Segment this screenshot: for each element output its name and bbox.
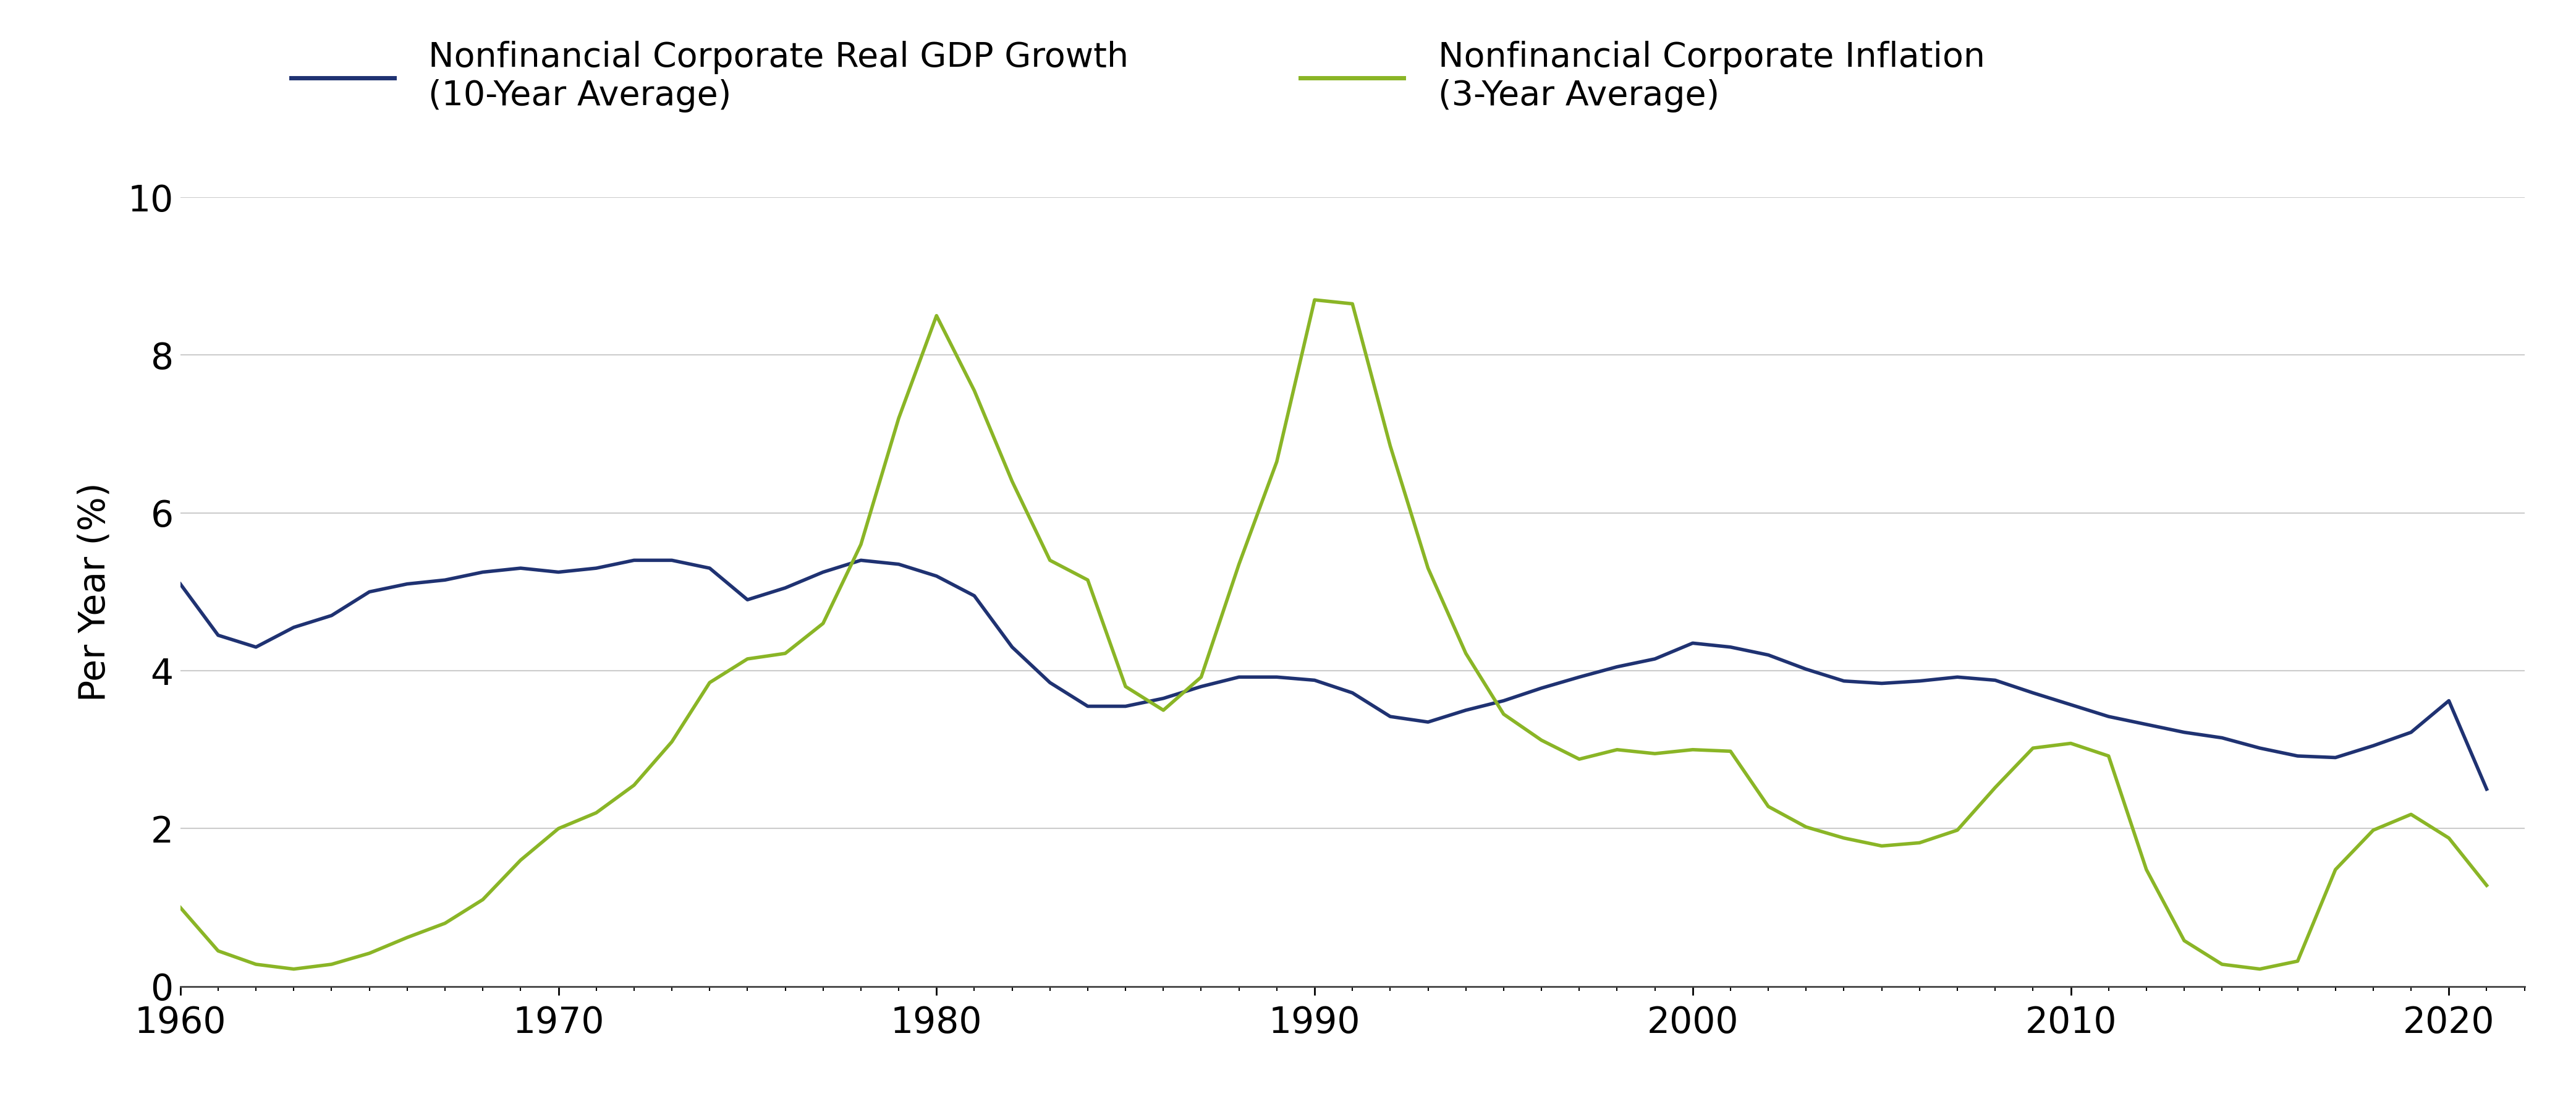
Nonfinancial Corporate Inflation
(3-Year Average) xyxy=(278,962,309,975)
Nonfinancial Corporate Inflation
(3-Year Average) xyxy=(392,931,422,944)
Line: Nonfinancial Corporate Inflation
(3-Year Average): Nonfinancial Corporate Inflation (3-Year… xyxy=(180,300,2486,969)
Nonfinancial Corporate Real GDP Growth
(10-Year Average) xyxy=(2208,731,2239,744)
Nonfinancial Corporate Inflation
(3-Year Average) xyxy=(165,901,196,914)
Nonfinancial Corporate Inflation
(3-Year Average) xyxy=(1298,294,1329,307)
Nonfinancial Corporate Inflation
(3-Year Average) xyxy=(809,617,840,630)
Nonfinancial Corporate Inflation
(3-Year Average) xyxy=(1376,439,1406,453)
Nonfinancial Corporate Inflation
(3-Year Average) xyxy=(1638,747,1669,761)
Nonfinancial Corporate Real GDP Growth
(10-Year Average) xyxy=(165,578,196,591)
Nonfinancial Corporate Real GDP Growth
(10-Year Average) xyxy=(2470,783,2501,796)
Nonfinancial Corporate Real GDP Growth
(10-Year Average) xyxy=(657,553,688,567)
Nonfinancial Corporate Real GDP Growth
(10-Year Average) xyxy=(809,566,840,579)
Nonfinancial Corporate Real GDP Growth
(10-Year Average) xyxy=(618,553,649,567)
Nonfinancial Corporate Real GDP Growth
(10-Year Average) xyxy=(353,585,384,598)
Nonfinancial Corporate Real GDP Growth
(10-Year Average) xyxy=(1337,686,1368,699)
Legend: Nonfinancial Corporate Real GDP Growth
(10-Year Average), Nonfinancial Corporate: Nonfinancial Corporate Real GDP Growth (… xyxy=(291,41,1986,113)
Nonfinancial Corporate Inflation
(3-Year Average) xyxy=(657,735,688,749)
Nonfinancial Corporate Real GDP Growth
(10-Year Average) xyxy=(1602,660,1633,673)
Nonfinancial Corporate Inflation
(3-Year Average) xyxy=(2470,879,2501,892)
Y-axis label: Per Year (%): Per Year (%) xyxy=(77,482,113,701)
Nonfinancial Corporate Inflation
(3-Year Average) xyxy=(2244,962,2275,975)
Line: Nonfinancial Corporate Real GDP Growth
(10-Year Average): Nonfinancial Corporate Real GDP Growth (… xyxy=(180,560,2486,789)
